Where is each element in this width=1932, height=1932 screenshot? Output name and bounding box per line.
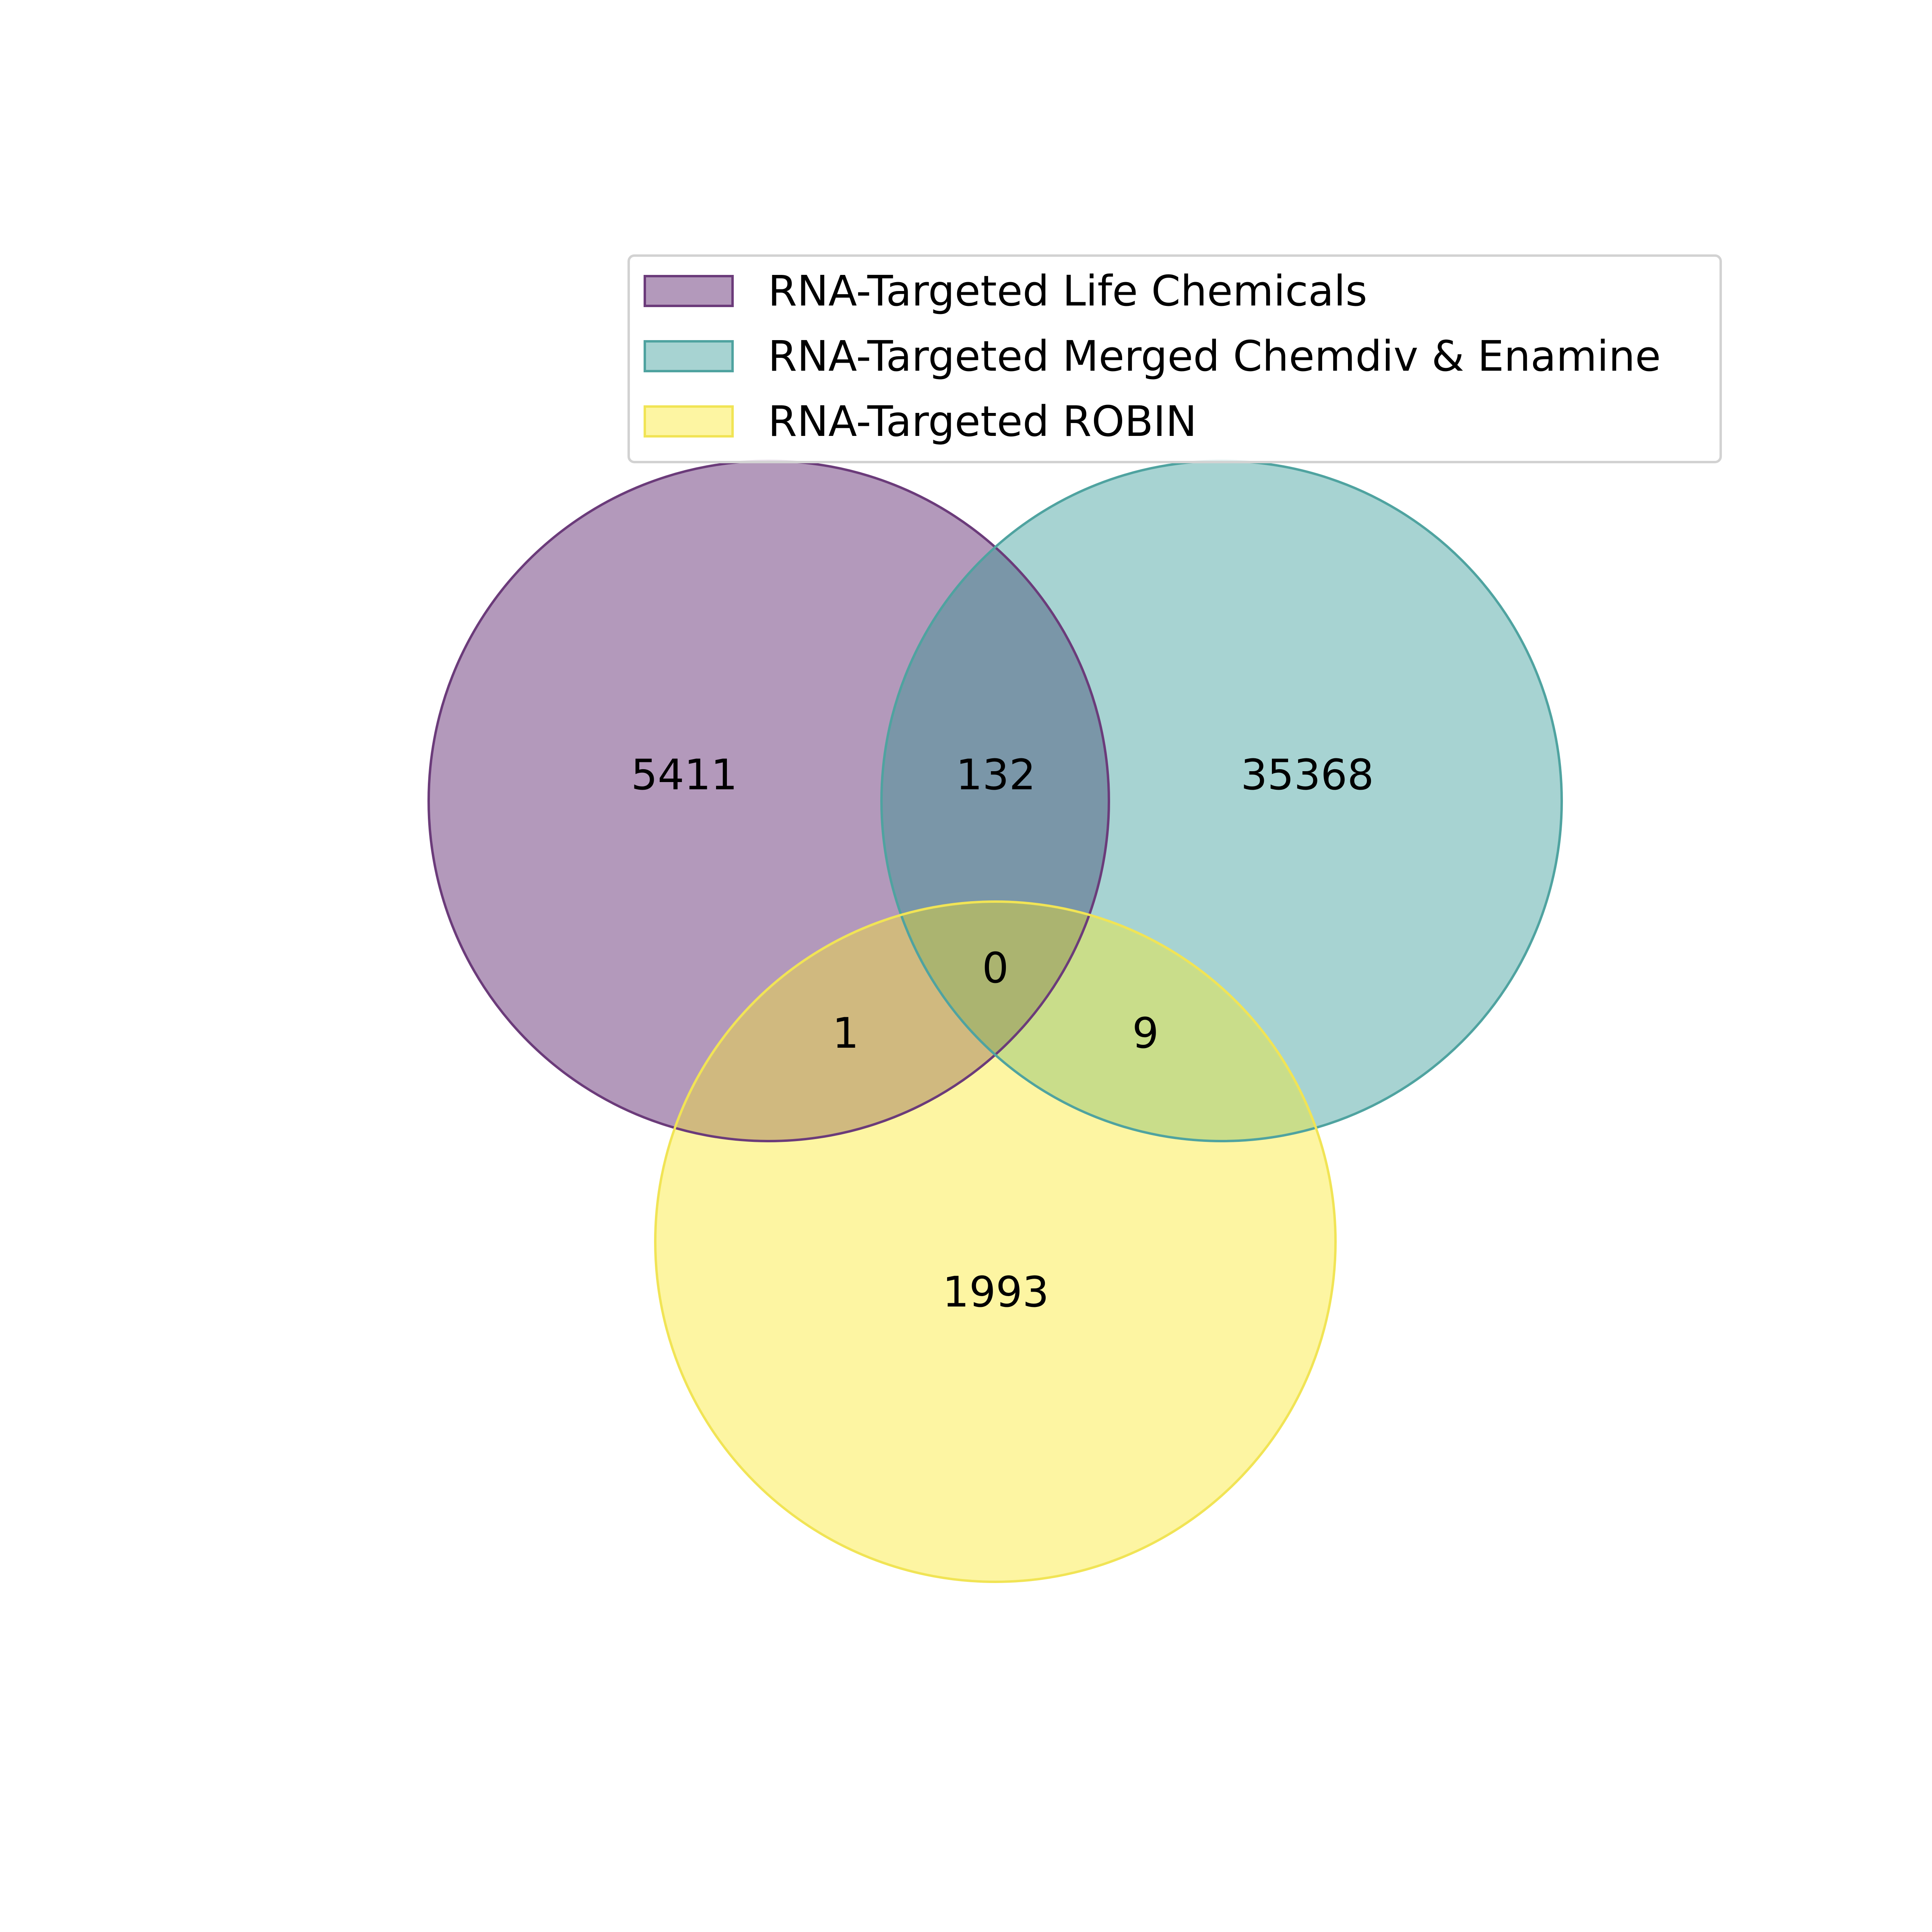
region-all-three-count: 0 bbox=[982, 943, 1009, 993]
region-chemdiv-enamine-robin-count: 9 bbox=[1132, 1009, 1159, 1058]
region-life-chemicals-chemdiv-enamine-count: 132 bbox=[956, 750, 1036, 799]
overlap-chemdiv-enamine-robin bbox=[881, 902, 1335, 1141]
region-only-robin-count: 1993 bbox=[943, 1267, 1049, 1317]
region-only-life-chemicals-count: 5411 bbox=[631, 750, 738, 799]
region-only-chemdiv-enamine-count: 35368 bbox=[1241, 750, 1374, 799]
legend-frame bbox=[627, 254, 1722, 463]
legend-label-chemdiv-enamine: RNA-Targeted Merged Chemdiv & Enamine bbox=[768, 332, 1661, 381]
overlap-life-chemicals-robin bbox=[655, 902, 1109, 1141]
legend-swatch-life-chemicals bbox=[644, 275, 734, 307]
legend-swatch-chemdiv-enamine bbox=[644, 340, 734, 372]
legend: RNA-Targeted Life Chemicals RNA-Targeted… bbox=[627, 254, 1722, 463]
legend-label-robin: RNA-Targeted ROBIN bbox=[768, 397, 1197, 446]
region-life-chemicals-robin-count: 1 bbox=[832, 1009, 859, 1058]
set-robin-outline bbox=[654, 900, 1337, 1583]
legend-swatch-robin bbox=[644, 405, 734, 438]
legend-label-life-chemicals: RNA-Targeted Life Chemicals bbox=[768, 266, 1367, 316]
